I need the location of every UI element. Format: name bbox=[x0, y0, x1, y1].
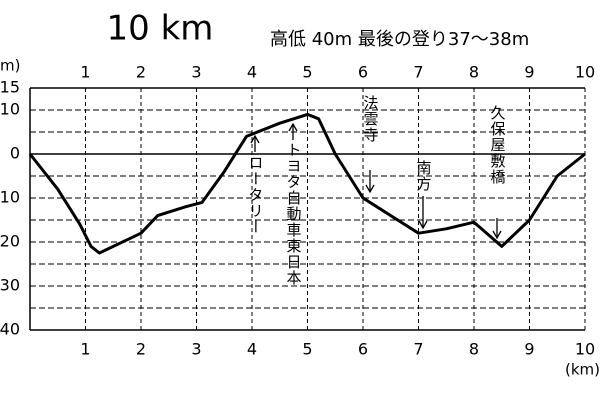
y-axis-label: m) bbox=[0, 57, 20, 75]
x-tick-label: 2 bbox=[136, 340, 146, 359]
y-tick-label: 30 bbox=[0, 276, 20, 295]
annotation-arrowhead bbox=[288, 122, 298, 132]
x-tick-label: 1 bbox=[80, 340, 90, 359]
annotation: ロータリー bbox=[247, 155, 265, 235]
y-tick-label: 15 bbox=[0, 78, 20, 97]
x-tick-label: 7 bbox=[413, 63, 423, 82]
y-tick-label: 0 bbox=[10, 144, 20, 163]
x-tick-label: 3 bbox=[191, 63, 201, 82]
x-tick-label: 4 bbox=[247, 340, 257, 359]
annotation-arrowhead bbox=[250, 134, 260, 144]
annotation: 久保屋敷橋 bbox=[489, 105, 507, 185]
chart-subtitle: 高低 40m 最後の登り37～38m bbox=[270, 29, 529, 50]
x-tick-label: 10 bbox=[575, 340, 595, 359]
annotation: 法雲寺 bbox=[362, 95, 380, 143]
x-tick-label: 6 bbox=[358, 340, 368, 359]
x-tick-label: 5 bbox=[302, 63, 312, 82]
x-tick-label: 10 bbox=[575, 63, 595, 82]
chart-title: 10 km bbox=[107, 9, 214, 49]
x-tick-label: 1 bbox=[80, 63, 90, 82]
x-tick-label: 5 bbox=[302, 340, 312, 359]
x-tick-label: 7 bbox=[413, 340, 423, 359]
annotation-arrowhead bbox=[492, 230, 502, 240]
x-tick-label: 8 bbox=[469, 340, 479, 359]
annotation-arrowhead bbox=[418, 220, 428, 230]
x-axis-label: (km) bbox=[565, 361, 600, 379]
x-tick-label: 3 bbox=[191, 340, 201, 359]
x-tick-label: 9 bbox=[524, 340, 534, 359]
y-tick-label: 10 bbox=[0, 188, 20, 207]
x-tick-label: 2 bbox=[136, 63, 146, 82]
y-tick-label: 40 bbox=[0, 320, 20, 339]
x-tick-label: 6 bbox=[358, 63, 368, 82]
y-tick-label: 10 bbox=[0, 100, 20, 119]
annotation: 南方 bbox=[415, 160, 433, 192]
elevation-line bbox=[28, 112, 586, 255]
annotation: トヨタ自動車東日本 bbox=[285, 142, 303, 286]
x-tick-label: 9 bbox=[524, 63, 534, 82]
x-tick-label: 4 bbox=[247, 63, 257, 82]
y-tick-label: 20 bbox=[0, 232, 20, 251]
x-tick-label: 8 bbox=[469, 63, 479, 82]
annotation-arrowhead bbox=[365, 184, 375, 194]
